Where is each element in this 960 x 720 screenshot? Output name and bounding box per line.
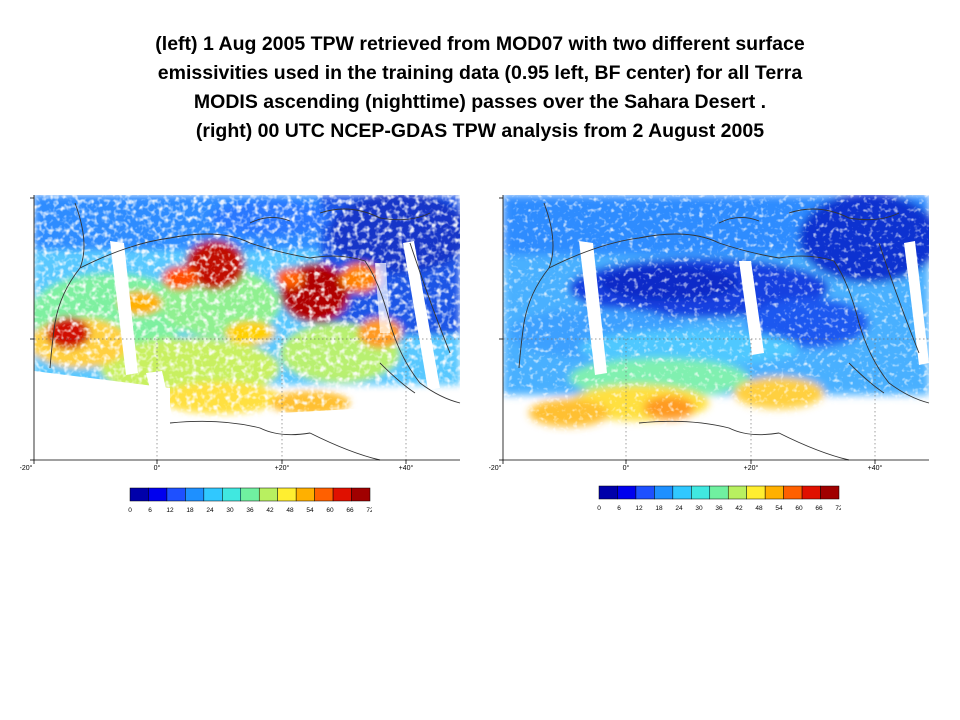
colorbar-cell — [314, 487, 334, 502]
colorbar-cell — [222, 487, 242, 502]
colorbar-tick-label: 12 — [635, 505, 643, 512]
colorbar-ticks: 0 6 12 18 24 30 36 42 48 54 60 66 72 — [597, 505, 843, 512]
colorbar-cell — [203, 487, 223, 502]
colorbar-cell — [129, 487, 149, 502]
colorbar-cells — [129, 487, 371, 502]
colorbar-cell — [691, 485, 711, 500]
colorbar-tick-label: 24 — [675, 505, 683, 512]
colorbar-left: 0 6 12 18 24 30 36 42 48 54 60 66 72 — [128, 487, 374, 515]
caption-line-1: (left) 1 Aug 2005 TPW retrieved from MOD… — [155, 33, 805, 55]
colorbar-tick-label: 72 — [835, 505, 841, 512]
caption-line-3: MODIS ascending (nighttime) passes over … — [193, 91, 767, 113]
colorbar-cell — [598, 485, 618, 500]
colorbar-tick-label: 54 — [306, 507, 314, 514]
colorbar-tick-label: 24 — [206, 507, 214, 514]
lon-label-0: 0° — [623, 464, 630, 472]
colorbar-cell — [148, 487, 168, 502]
colorbar-cell — [166, 487, 186, 502]
colorbar-cell — [820, 485, 840, 500]
colorbar-cell — [635, 485, 655, 500]
colorbar-tick-label: 18 — [655, 505, 663, 512]
colorbar-tick-label: 60 — [326, 507, 334, 514]
caption-line-2: emissivities used in the training data (… — [157, 62, 803, 84]
colorbar-cell — [654, 485, 674, 500]
colorbar-cell — [277, 487, 297, 502]
colorbar-cell — [746, 485, 766, 500]
colorbar-ticks: 0 6 12 18 24 30 36 42 48 54 60 66 72 — [128, 507, 374, 514]
colorbar-tick-label: 66 — [815, 505, 823, 512]
colorbar-cell — [258, 487, 278, 502]
colorbar-tick-label: 30 — [695, 505, 703, 512]
colorbar-cell — [801, 485, 821, 500]
figure-caption: (left) 1 Aug 2005 TPW retrieved from MOD… — [60, 30, 900, 146]
colorbar-tick-label: 66 — [346, 507, 354, 514]
colorbar-tick-label: 36 — [715, 505, 723, 512]
colorbar-tick-label: 36 — [246, 507, 254, 514]
colorbar-tick-label: 60 — [795, 505, 803, 512]
colorbar-tick-label: 12 — [166, 507, 174, 514]
tpw-map-right: -20° 0° +20° +40° — [489, 183, 944, 473]
caption-line-4: (right) 00 UTC NCEP-GDAS TPW analysis fr… — [195, 120, 765, 142]
colorbar-tick-label: 0 — [597, 505, 601, 512]
lon-label-0: 0° — [154, 464, 161, 472]
colorbar-cell — [185, 487, 205, 502]
colorbar-tick-label: 6 — [617, 505, 621, 512]
colorbar-cells — [598, 485, 840, 500]
colorbar-tick-label: 48 — [286, 507, 294, 514]
colorbar-tick-label: 54 — [775, 505, 783, 512]
colorbar-cell — [727, 485, 747, 500]
colorbar-tick-label: 48 — [755, 505, 763, 512]
colorbar-tick-label: 18 — [186, 507, 194, 514]
tpw-map-left: -20° 0° +20° +40° — [20, 183, 475, 473]
colorbar-tick-label: 6 — [148, 507, 152, 514]
colorbar-cell — [672, 485, 692, 500]
lon-label-20: +20° — [744, 464, 759, 472]
colorbar-right-graphic: 0 6 12 18 24 30 36 42 48 54 60 66 72 — [597, 485, 843, 512]
colorbar-tick-label: 0 — [128, 507, 132, 514]
colorbar-tick-label: 30 — [226, 507, 234, 514]
tpw-map-left-graphic: -20° 0° +20° +40° — [20, 195, 461, 472]
colorbar-tick-label: 72 — [366, 507, 372, 514]
lon-label-m20: -20° — [20, 464, 33, 472]
colorbar-tick-label: 42 — [266, 507, 274, 514]
colorbar-cell — [764, 485, 784, 500]
colorbar-tick-label: 42 — [735, 505, 743, 512]
colorbar-cell — [332, 487, 352, 502]
lon-label-m20: -20° — [489, 464, 502, 472]
colorbar-left-graphic: 0 6 12 18 24 30 36 42 48 54 60 66 72 — [128, 487, 374, 514]
lon-label-20: +20° — [275, 464, 290, 472]
colorbar-cell — [240, 487, 260, 502]
colorbar-right: 0 6 12 18 24 30 36 42 48 54 60 66 72 — [597, 485, 843, 513]
colorbar-cell — [351, 487, 371, 502]
lon-label-40: +40° — [868, 464, 883, 472]
colorbar-cell — [295, 487, 315, 502]
lon-label-40: +40° — [399, 464, 414, 472]
colorbar-cell — [709, 485, 729, 500]
tpw-map-right-graphic: -20° 0° +20° +40° — [489, 195, 930, 472]
colorbar-cell — [617, 485, 637, 500]
colorbar-cell — [783, 485, 803, 500]
